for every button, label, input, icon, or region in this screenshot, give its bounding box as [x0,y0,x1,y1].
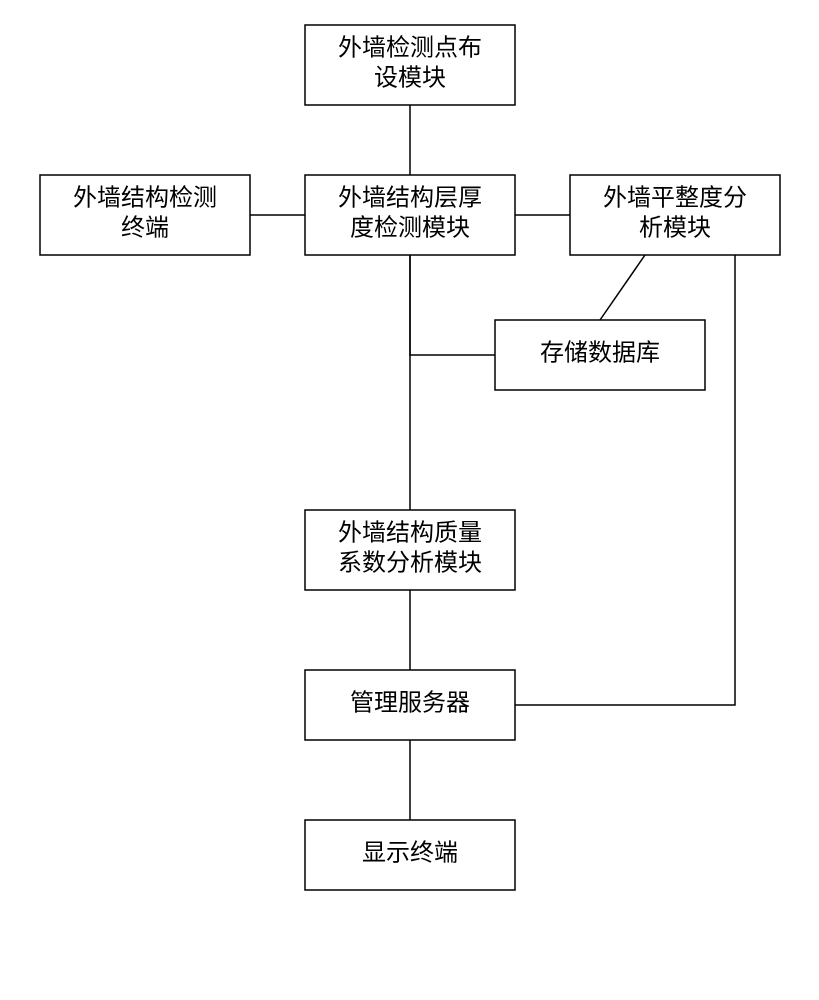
node-label-n1-line1: 设模块 [374,65,446,92]
node-n1: 外墙检测点布设模块 [305,25,515,105]
flowchart-diagram: 外墙检测点布设模块外墙结构层厚度检测模块外墙结构检测终端外墙平整度分析模块存储数… [0,0,819,1000]
node-n2: 外墙结构层厚度检测模块 [305,175,515,255]
node-label-n2-line1: 度检测模块 [350,215,470,242]
node-n3: 外墙结构检测终端 [40,175,250,255]
node-label-n6-line1: 系数分析模块 [338,550,482,577]
node-n8: 显示终端 [305,820,515,890]
node-label-n5-line0: 存储数据库 [540,340,660,367]
node-label-n4-line0: 外墙平整度分 [603,185,747,212]
edge-n4-n5 [600,255,645,320]
edge-n5-n2 [410,255,495,355]
node-n5: 存储数据库 [495,320,705,390]
node-label-n1-line0: 外墙检测点布 [338,35,482,62]
node-n6: 外墙结构质量系数分析模块 [305,510,515,590]
node-label-n4-line1: 析模块 [639,215,711,242]
node-label-n6-line0: 外墙结构质量 [338,520,482,547]
node-label-n2-line0: 外墙结构层厚 [338,185,482,212]
node-label-n8-line0: 显示终端 [362,840,458,867]
node-n4: 外墙平整度分析模块 [570,175,780,255]
node-label-n3-line1: 终端 [121,215,169,242]
node-n7: 管理服务器 [305,670,515,740]
node-label-n7-line0: 管理服务器 [350,690,470,717]
node-label-n3-line0: 外墙结构检测 [73,185,217,212]
